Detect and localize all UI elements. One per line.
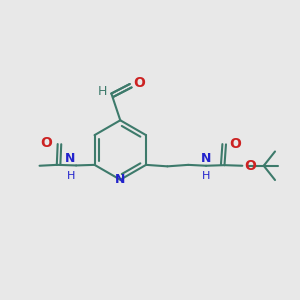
Text: O: O: [133, 76, 145, 89]
Text: H: H: [98, 85, 107, 98]
Text: N: N: [201, 152, 211, 165]
Text: O: O: [40, 136, 52, 151]
Text: O: O: [230, 137, 242, 152]
Text: N: N: [115, 173, 125, 186]
Text: N: N: [65, 152, 76, 165]
Text: H: H: [67, 171, 76, 181]
Text: H: H: [202, 171, 210, 181]
Text: O: O: [245, 159, 256, 173]
